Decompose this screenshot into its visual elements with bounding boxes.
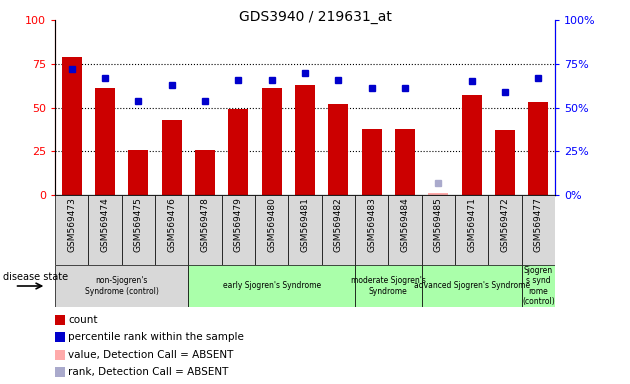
Bar <box>95 88 115 195</box>
Text: GSM569485: GSM569485 <box>434 197 443 252</box>
Bar <box>122 195 155 265</box>
Text: advanced Sjogren's Syndrome: advanced Sjogren's Syndrome <box>414 281 530 291</box>
Bar <box>289 195 322 265</box>
Bar <box>362 129 382 195</box>
Bar <box>355 265 421 307</box>
Text: GSM569474: GSM569474 <box>101 197 110 252</box>
Text: GSM569475: GSM569475 <box>134 197 143 252</box>
Bar <box>522 195 555 265</box>
Bar <box>55 315 64 324</box>
Bar <box>222 195 255 265</box>
Bar <box>55 367 64 377</box>
Bar <box>328 104 348 195</box>
Text: GSM569483: GSM569483 <box>367 197 376 252</box>
Bar <box>255 195 289 265</box>
Bar <box>55 195 88 265</box>
Bar <box>295 85 315 195</box>
Bar <box>522 265 555 307</box>
Bar <box>455 195 488 265</box>
Text: GSM569484: GSM569484 <box>401 197 410 252</box>
Text: GSM569481: GSM569481 <box>301 197 309 252</box>
Bar <box>488 195 522 265</box>
Text: value, Detection Call = ABSENT: value, Detection Call = ABSENT <box>68 350 234 360</box>
Text: early Sjogren's Syndrome: early Sjogren's Syndrome <box>222 281 321 291</box>
Bar <box>55 350 64 360</box>
Text: rank, Detection Call = ABSENT: rank, Detection Call = ABSENT <box>68 367 229 377</box>
Text: GSM569477: GSM569477 <box>534 197 543 252</box>
Bar <box>195 149 215 195</box>
Bar <box>322 195 355 265</box>
Bar <box>129 149 148 195</box>
Bar <box>88 195 122 265</box>
Text: non-Sjogren's
Syndrome (control): non-Sjogren's Syndrome (control) <box>84 276 159 296</box>
Text: GSM569471: GSM569471 <box>467 197 476 252</box>
Bar <box>529 102 548 195</box>
Bar <box>388 195 421 265</box>
Bar <box>188 265 355 307</box>
Bar <box>421 195 455 265</box>
Text: GSM569478: GSM569478 <box>200 197 210 252</box>
Text: GSM569479: GSM569479 <box>234 197 243 252</box>
Bar <box>188 195 222 265</box>
Text: disease state: disease state <box>3 272 68 282</box>
Text: GSM569482: GSM569482 <box>334 197 343 252</box>
Text: GSM569476: GSM569476 <box>167 197 176 252</box>
Text: Sjogren
s synd
rome
(control): Sjogren s synd rome (control) <box>522 266 554 306</box>
Bar <box>228 109 248 195</box>
Bar <box>261 88 282 195</box>
Bar <box>421 265 522 307</box>
Bar <box>395 129 415 195</box>
Bar <box>62 57 82 195</box>
Text: GSM569480: GSM569480 <box>267 197 276 252</box>
Bar <box>162 120 181 195</box>
Bar <box>428 193 449 195</box>
Text: percentile rank within the sample: percentile rank within the sample <box>68 332 244 342</box>
Text: GSM569472: GSM569472 <box>500 197 510 252</box>
Bar <box>495 130 515 195</box>
Bar <box>155 195 188 265</box>
Bar <box>55 265 188 307</box>
Bar <box>55 332 64 342</box>
Text: moderate Sjogren's
Syndrome: moderate Sjogren's Syndrome <box>351 276 426 296</box>
Bar <box>355 195 388 265</box>
Text: GDS3940 / 219631_at: GDS3940 / 219631_at <box>239 10 391 24</box>
Text: GSM569473: GSM569473 <box>67 197 76 252</box>
Text: count: count <box>68 315 98 325</box>
Bar <box>462 95 482 195</box>
